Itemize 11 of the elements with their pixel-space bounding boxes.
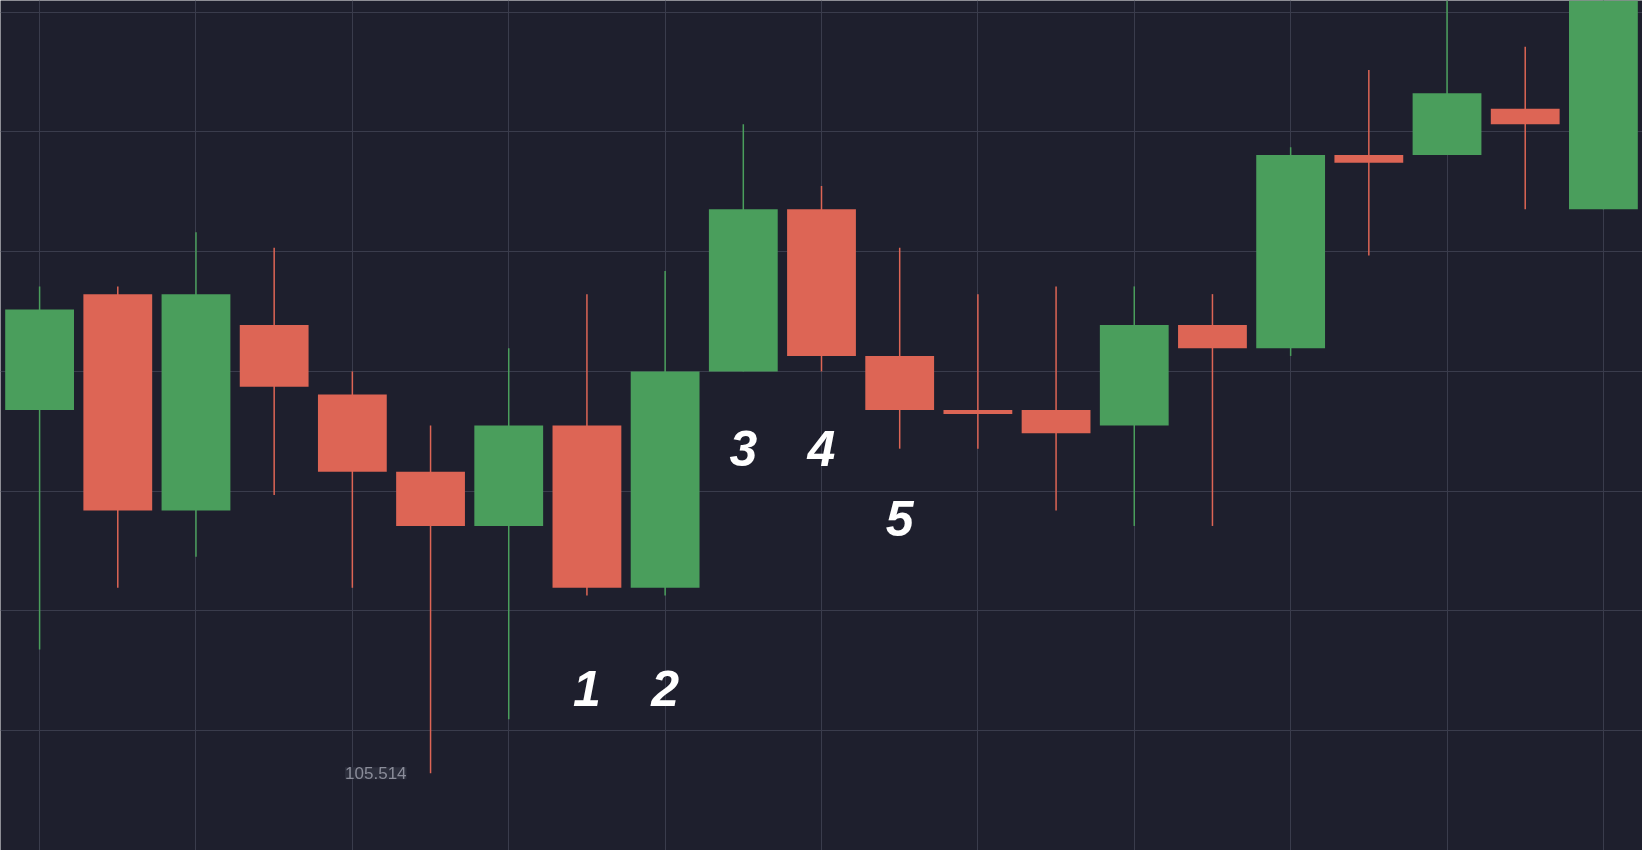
candlestick — [1334, 69, 1404, 257]
annotation: 3 — [729, 421, 758, 478]
annotation: 105.514 — [345, 764, 407, 784]
candlestick — [1021, 285, 1091, 512]
candlestick — [1178, 293, 1247, 527]
annotation: 1 — [573, 660, 601, 717]
annotation: 5 — [885, 490, 915, 547]
annotation: 2 — [650, 660, 680, 717]
candlestick — [1490, 46, 1560, 210]
candlestick — [943, 293, 1013, 450]
annotation: 4 — [806, 421, 836, 478]
